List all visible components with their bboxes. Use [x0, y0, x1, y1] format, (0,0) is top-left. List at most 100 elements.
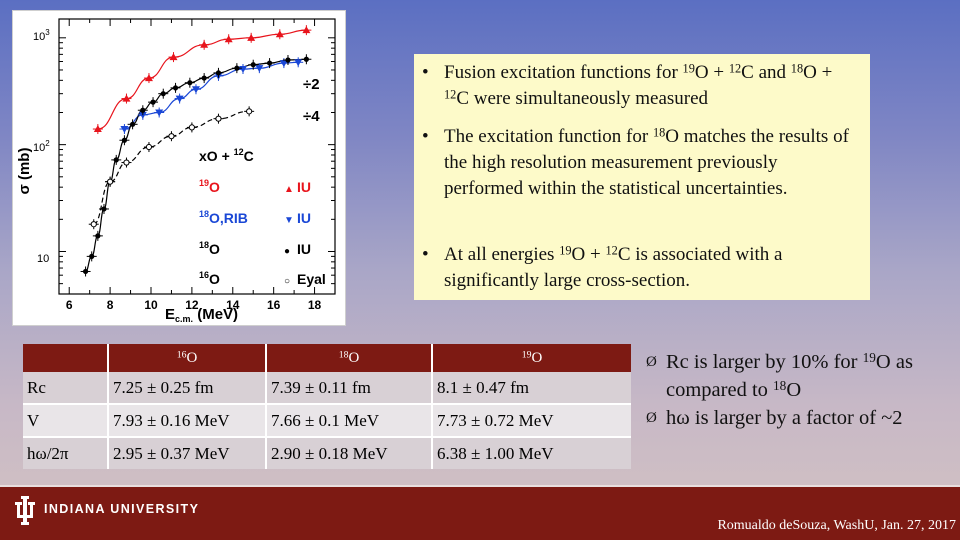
presenter-credit: Romualdo deSouza, WashU, Jan. 27, 2017: [717, 518, 956, 533]
conclusion-text-part: O as compared to: [666, 351, 913, 401]
x-tick-label: 10: [144, 298, 158, 312]
table-cell-param: Rc: [23, 372, 108, 404]
marker-circle-open: [107, 178, 114, 185]
data-point: [293, 57, 304, 68]
x-tick-labels: 6 8 10 12 14 16 18: [66, 298, 322, 312]
data-point: [282, 54, 293, 65]
x-axis-label-sub: c.m.: [175, 314, 193, 324]
data-point: [137, 105, 148, 116]
y-tick-exp: 2: [45, 139, 50, 148]
marker-triangle-down: [255, 65, 264, 73]
legend-tag-16O: Eyal: [297, 271, 326, 287]
x-axis-label-main: E: [165, 306, 175, 323]
marker-triangle-down: [191, 86, 200, 94]
data-point: [186, 122, 197, 133]
marker-circle-open: [246, 108, 253, 115]
marker-triangle-up: [93, 125, 102, 133]
data-point: [170, 82, 181, 93]
conclusion-text-part: Rc is larger by 10% for: [666, 351, 863, 373]
marker-circle-open: [188, 124, 195, 131]
marker-circle: [303, 56, 309, 62]
table-row: hω/2π 2.95 ± 0.37 MeV 2.90 ± 0.18 MeV 6.…: [23, 436, 631, 469]
bullet-text-part: C were simultaneously measured: [456, 88, 709, 109]
table-cell-19O: 8.1 ± 0.47 fm: [431, 372, 631, 404]
data-point: [184, 77, 195, 88]
legend-tag-19O: IU: [297, 179, 311, 195]
fit-curves: [85, 29, 307, 273]
legend-label: O: [209, 271, 220, 287]
data-point: [88, 219, 99, 230]
marker-circle: [215, 70, 222, 76]
marker-triangle-down: [138, 111, 147, 119]
marker-triangle-up: [122, 94, 131, 102]
fit-curve-1: [124, 61, 299, 130]
bullet-text: At all energies 19O + 12C is associated …: [422, 242, 858, 294]
data-point: [223, 34, 234, 45]
x-tick-label: 18: [308, 298, 322, 312]
data-point: [168, 52, 179, 63]
legend-title-sup: 12: [234, 147, 244, 157]
data-point: [119, 124, 130, 135]
data-point: [86, 251, 97, 262]
header-sup: 16: [176, 349, 187, 361]
bullet-sup: 18: [652, 125, 666, 140]
data-point: [199, 39, 210, 50]
marker-circle: [121, 137, 128, 143]
table-cell-16O: 7.25 ± 0.25 fm: [107, 372, 266, 404]
marker-triangle-up: [275, 30, 284, 38]
table-header-cell: [23, 344, 108, 372]
data-point: [264, 58, 275, 69]
arrow-bullet-icon: Ø: [646, 410, 657, 426]
y-tick-label-100: 102: [33, 139, 50, 154]
marker-circle: [285, 57, 291, 63]
x-axis-label: Ec.m. (MeV): [165, 306, 238, 324]
bullet-item-1: • Fusion excitation functions for 19O + …: [422, 60, 858, 112]
plot-frame: [58, 18, 336, 295]
legend-row-19O: 19O: [199, 178, 220, 195]
bullet-text-part: O +: [694, 62, 729, 83]
data-point: [274, 29, 285, 40]
data-point: [213, 67, 224, 78]
marker-circle: [140, 107, 146, 113]
data-point: [92, 230, 103, 241]
marker-triangle-up: [224, 35, 233, 43]
data-point: [158, 88, 169, 99]
header-sup: 19: [521, 349, 532, 361]
table-header-cell: 18O: [265, 344, 432, 372]
data-point: [199, 73, 210, 84]
legend-title: xO + 12C: [199, 147, 254, 164]
data-point: [98, 203, 109, 214]
conclusion-item-1: Ø Rc is larger by 10% for 19O as compare…: [646, 348, 960, 404]
marker-circle-open: [215, 115, 222, 122]
legend-label: O: [209, 179, 220, 195]
table-row: Rc 7.25 ± 0.25 fm 7.39 ± 0.11 fm 8.1 ± 0…: [23, 372, 631, 404]
legend-sup: 19: [199, 178, 209, 188]
scale-label-div4: ÷4: [303, 108, 320, 125]
footer-bar: INDIANA UNIVERSITY Romualdo deSouza, Was…: [0, 485, 960, 540]
bullet-sup: 12: [444, 87, 457, 102]
table-cell-18O: 2.90 ± 0.18 MeV: [265, 436, 432, 469]
table-header-row: 16O 18O 19O: [23, 344, 631, 372]
legend-marker-16O: ○: [284, 276, 290, 287]
data-point: [143, 73, 154, 84]
data-point: [190, 84, 201, 95]
marker-triangle-down: [155, 109, 164, 117]
marker-triangle-up: [144, 74, 153, 82]
data-point: [105, 176, 116, 187]
marker-circle: [234, 65, 240, 71]
data-point: [111, 154, 122, 165]
marker-circle: [89, 253, 95, 259]
marker-triangle-up: [247, 33, 256, 41]
axis-ticks: [59, 19, 335, 295]
data-point: [174, 93, 185, 104]
bullet-sup: 12: [605, 243, 618, 258]
conclusion-bullets: Ø Rc is larger by 10% for 19O as compare…: [646, 348, 960, 432]
x-tick-label: 16: [267, 298, 281, 312]
bullet-text-part: C and: [741, 62, 791, 83]
bullet-text-part: O +: [571, 244, 606, 265]
legend-marker-18O: ●: [284, 246, 290, 257]
bullet-dot: •: [422, 244, 429, 265]
data-point: [254, 63, 265, 74]
conclusion-sup: 18: [773, 378, 787, 394]
table-cell-19O: 6.38 ± 1.00 MeV: [431, 436, 631, 469]
